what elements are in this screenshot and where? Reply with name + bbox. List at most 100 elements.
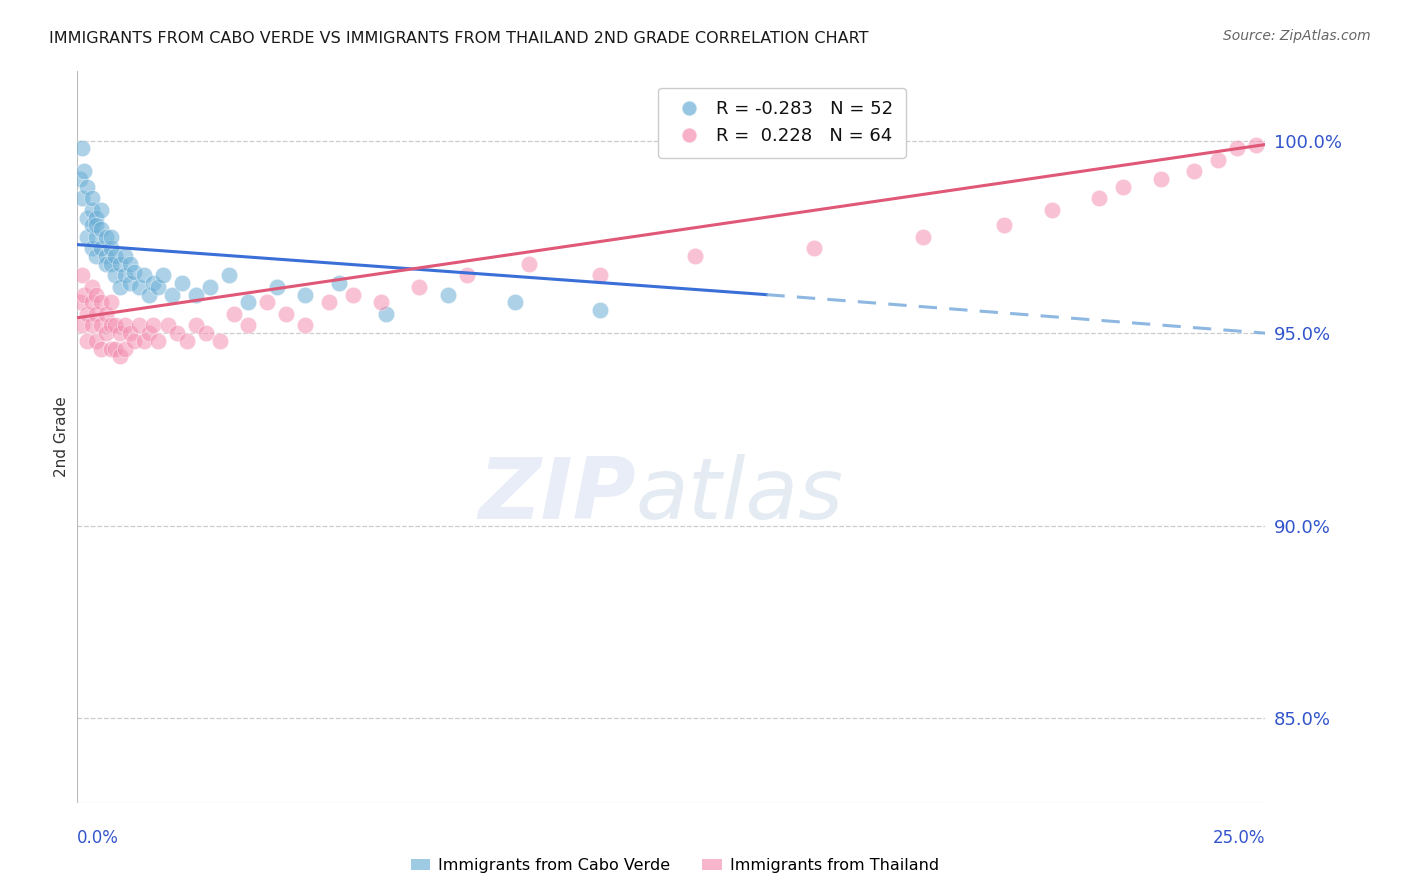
Point [100,230,122,244]
Point [94,230,117,244]
Point [138,326,160,340]
Point [176,334,198,348]
Point [218,268,240,283]
Point [1088,191,1111,205]
Point [80,191,103,205]
Point [94,307,117,321]
Point [100,295,122,310]
Point [108,349,131,363]
Point [186,287,208,301]
Point [170,276,193,290]
Point [69,295,91,310]
Point [503,295,526,310]
Text: ZIP: ZIP [478,454,636,537]
Point [90,342,112,356]
Point [156,318,179,333]
Point [70,141,93,155]
Point [142,318,165,333]
Point [70,268,93,283]
Point [86,287,108,301]
Point [114,318,136,333]
Point [132,334,155,348]
Point [162,287,184,301]
Point [1264,134,1286,148]
Point [1206,153,1229,167]
Point [993,219,1015,233]
Point [224,307,246,321]
Point [683,249,706,263]
Text: IMMIGRANTS FROM CABO VERDE VS IMMIGRANTS FROM THAILAND 2ND GRADE CORRELATION CHA: IMMIGRANTS FROM CABO VERDE VS IMMIGRANTS… [49,31,869,46]
Legend: Immigrants from Cabo Verde, Immigrants from Thailand: Immigrants from Cabo Verde, Immigrants f… [405,852,945,880]
Point [146,334,169,348]
Point [194,326,217,340]
Point [80,242,103,256]
Point [70,318,93,333]
Point [69,172,91,186]
Point [328,276,350,290]
Point [200,280,222,294]
Point [76,230,98,244]
Point [138,287,160,301]
Point [128,318,150,333]
Point [912,230,935,244]
Point [276,307,298,321]
Point [370,295,392,310]
Point [166,326,188,340]
Point [142,276,165,290]
Point [342,287,364,301]
Point [104,318,127,333]
Point [114,342,136,356]
Point [375,307,398,321]
Point [86,211,108,225]
Point [100,342,122,356]
Text: atlas: atlas [636,454,844,537]
Text: 0.0%: 0.0% [77,829,120,847]
Y-axis label: 2nd Grade: 2nd Grade [53,397,69,477]
Point [100,318,122,333]
Point [80,202,103,217]
Point [118,276,141,290]
Point [1112,179,1135,194]
Point [90,318,112,333]
Point [90,202,112,217]
Point [100,242,122,256]
Point [90,242,112,256]
Point [517,257,540,271]
Point [1244,137,1267,152]
Point [1226,141,1249,155]
Point [76,211,98,225]
Point [86,249,108,263]
Point [80,295,103,310]
Point [76,307,98,321]
Point [80,318,103,333]
Point [100,257,122,271]
Point [104,268,127,283]
Point [108,326,131,340]
Point [76,334,98,348]
Point [128,280,150,294]
Point [118,326,141,340]
Point [86,219,108,233]
Point [94,257,117,271]
Point [294,318,316,333]
Point [408,280,430,294]
Point [73,164,96,178]
Point [108,280,131,294]
Point [238,318,260,333]
Point [104,249,127,263]
Point [208,334,231,348]
Point [73,287,96,301]
Point [318,295,340,310]
Point [456,268,478,283]
Point [104,342,127,356]
Point [90,295,112,310]
Point [1150,172,1173,186]
Point [803,242,825,256]
Point [146,280,169,294]
Point [132,268,155,283]
Point [256,295,278,310]
Point [294,287,316,301]
Point [94,249,117,263]
Point [86,307,108,321]
Point [108,257,131,271]
